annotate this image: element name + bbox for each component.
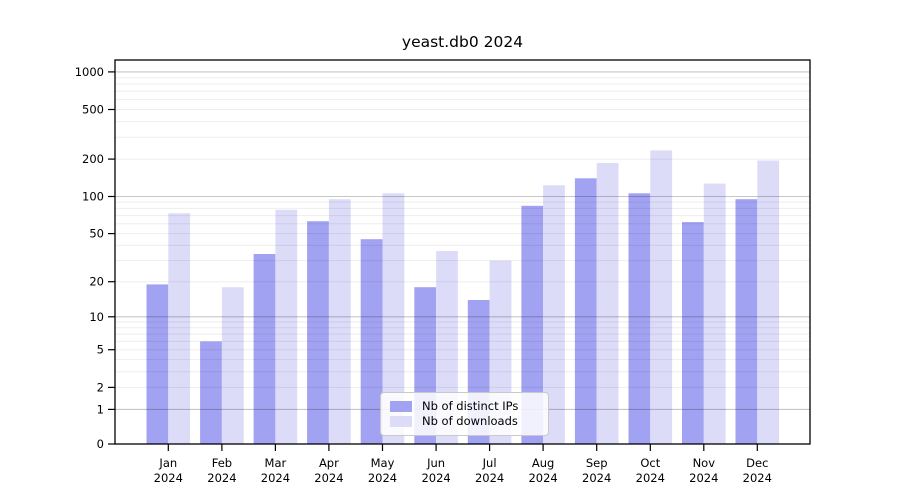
bar-distinct-ips-apr [307,221,329,444]
bar-downloads-may [382,193,405,444]
y-tick-label: 100 [82,190,104,204]
bar-downloads-dec [757,160,780,444]
x-tick-label: Apr 2024 [314,456,343,485]
legend-label-distinct-ips: Nb of distinct IPs [422,399,519,413]
legend: Nb of distinct IPs Nb of downloads [380,392,549,436]
bar-downloads-sep [596,163,619,444]
bar-distinct-ips-may [360,239,383,444]
chart-title: yeast.db0 2024 [401,33,524,51]
y-tick-label: 5 [97,343,104,357]
bar-downloads-aug [543,185,565,445]
x-tick-label: Sep 2024 [582,456,611,485]
x-tick-label: Oct 2024 [636,456,665,485]
x-tick-label: Jan 2024 [154,456,183,485]
y-tick-label: 1000 [75,65,104,79]
x-tick-label: Aug 2024 [528,456,557,485]
bar-distinct-ips-dec [735,199,758,444]
bar-downloads-nov [703,183,726,444]
bar-downloads-jan [168,213,191,444]
bar-distinct-ips-nov [682,222,704,444]
bar-downloads-apr [328,199,351,444]
bar-distinct-ips-oct [628,193,651,444]
x-tick-label: May 2024 [368,456,397,485]
bar-distinct-ips-feb [200,341,222,444]
x-tick-label: Nov 2024 [689,456,718,485]
y-tick-label: 2 [97,380,104,394]
y-tick-label: 20 [89,275,104,289]
x-tick-label: Jul 2024 [475,456,504,485]
y-tick-label: 500 [82,103,104,117]
legend-label-downloads: Nb of downloads [422,413,518,428]
bar-distinct-ips-jan [146,284,169,444]
y-tick-label: 1 [97,402,104,416]
bar-downloads-mar [275,209,298,444]
y-tick-label: 10 [89,310,104,324]
x-tick-label: Feb 2024 [207,456,236,485]
legend-item-downloads: Nb of downloads [390,413,539,428]
bar-downloads-oct [650,150,673,444]
bar-distinct-ips-mar [253,254,276,444]
legend-swatch-downloads [390,415,412,427]
y-tick-label: 50 [89,227,104,241]
bar-distinct-ips-sep [574,178,597,445]
y-tick-label: 0 [97,437,104,451]
y-tick-label: 200 [82,152,104,166]
bar-downloads-feb [221,287,244,444]
legend-swatch-distinct-ips [390,401,412,413]
plot-border [114,59,811,445]
bar-distinct-ips-aug [521,205,544,444]
x-tick-label: Mar 2024 [261,456,290,485]
x-tick-label: Jun 2024 [421,456,450,485]
x-tick-label: Dec 2024 [743,456,772,485]
legend-item-distinct-ips: Nb of distinct IPs [390,399,539,413]
